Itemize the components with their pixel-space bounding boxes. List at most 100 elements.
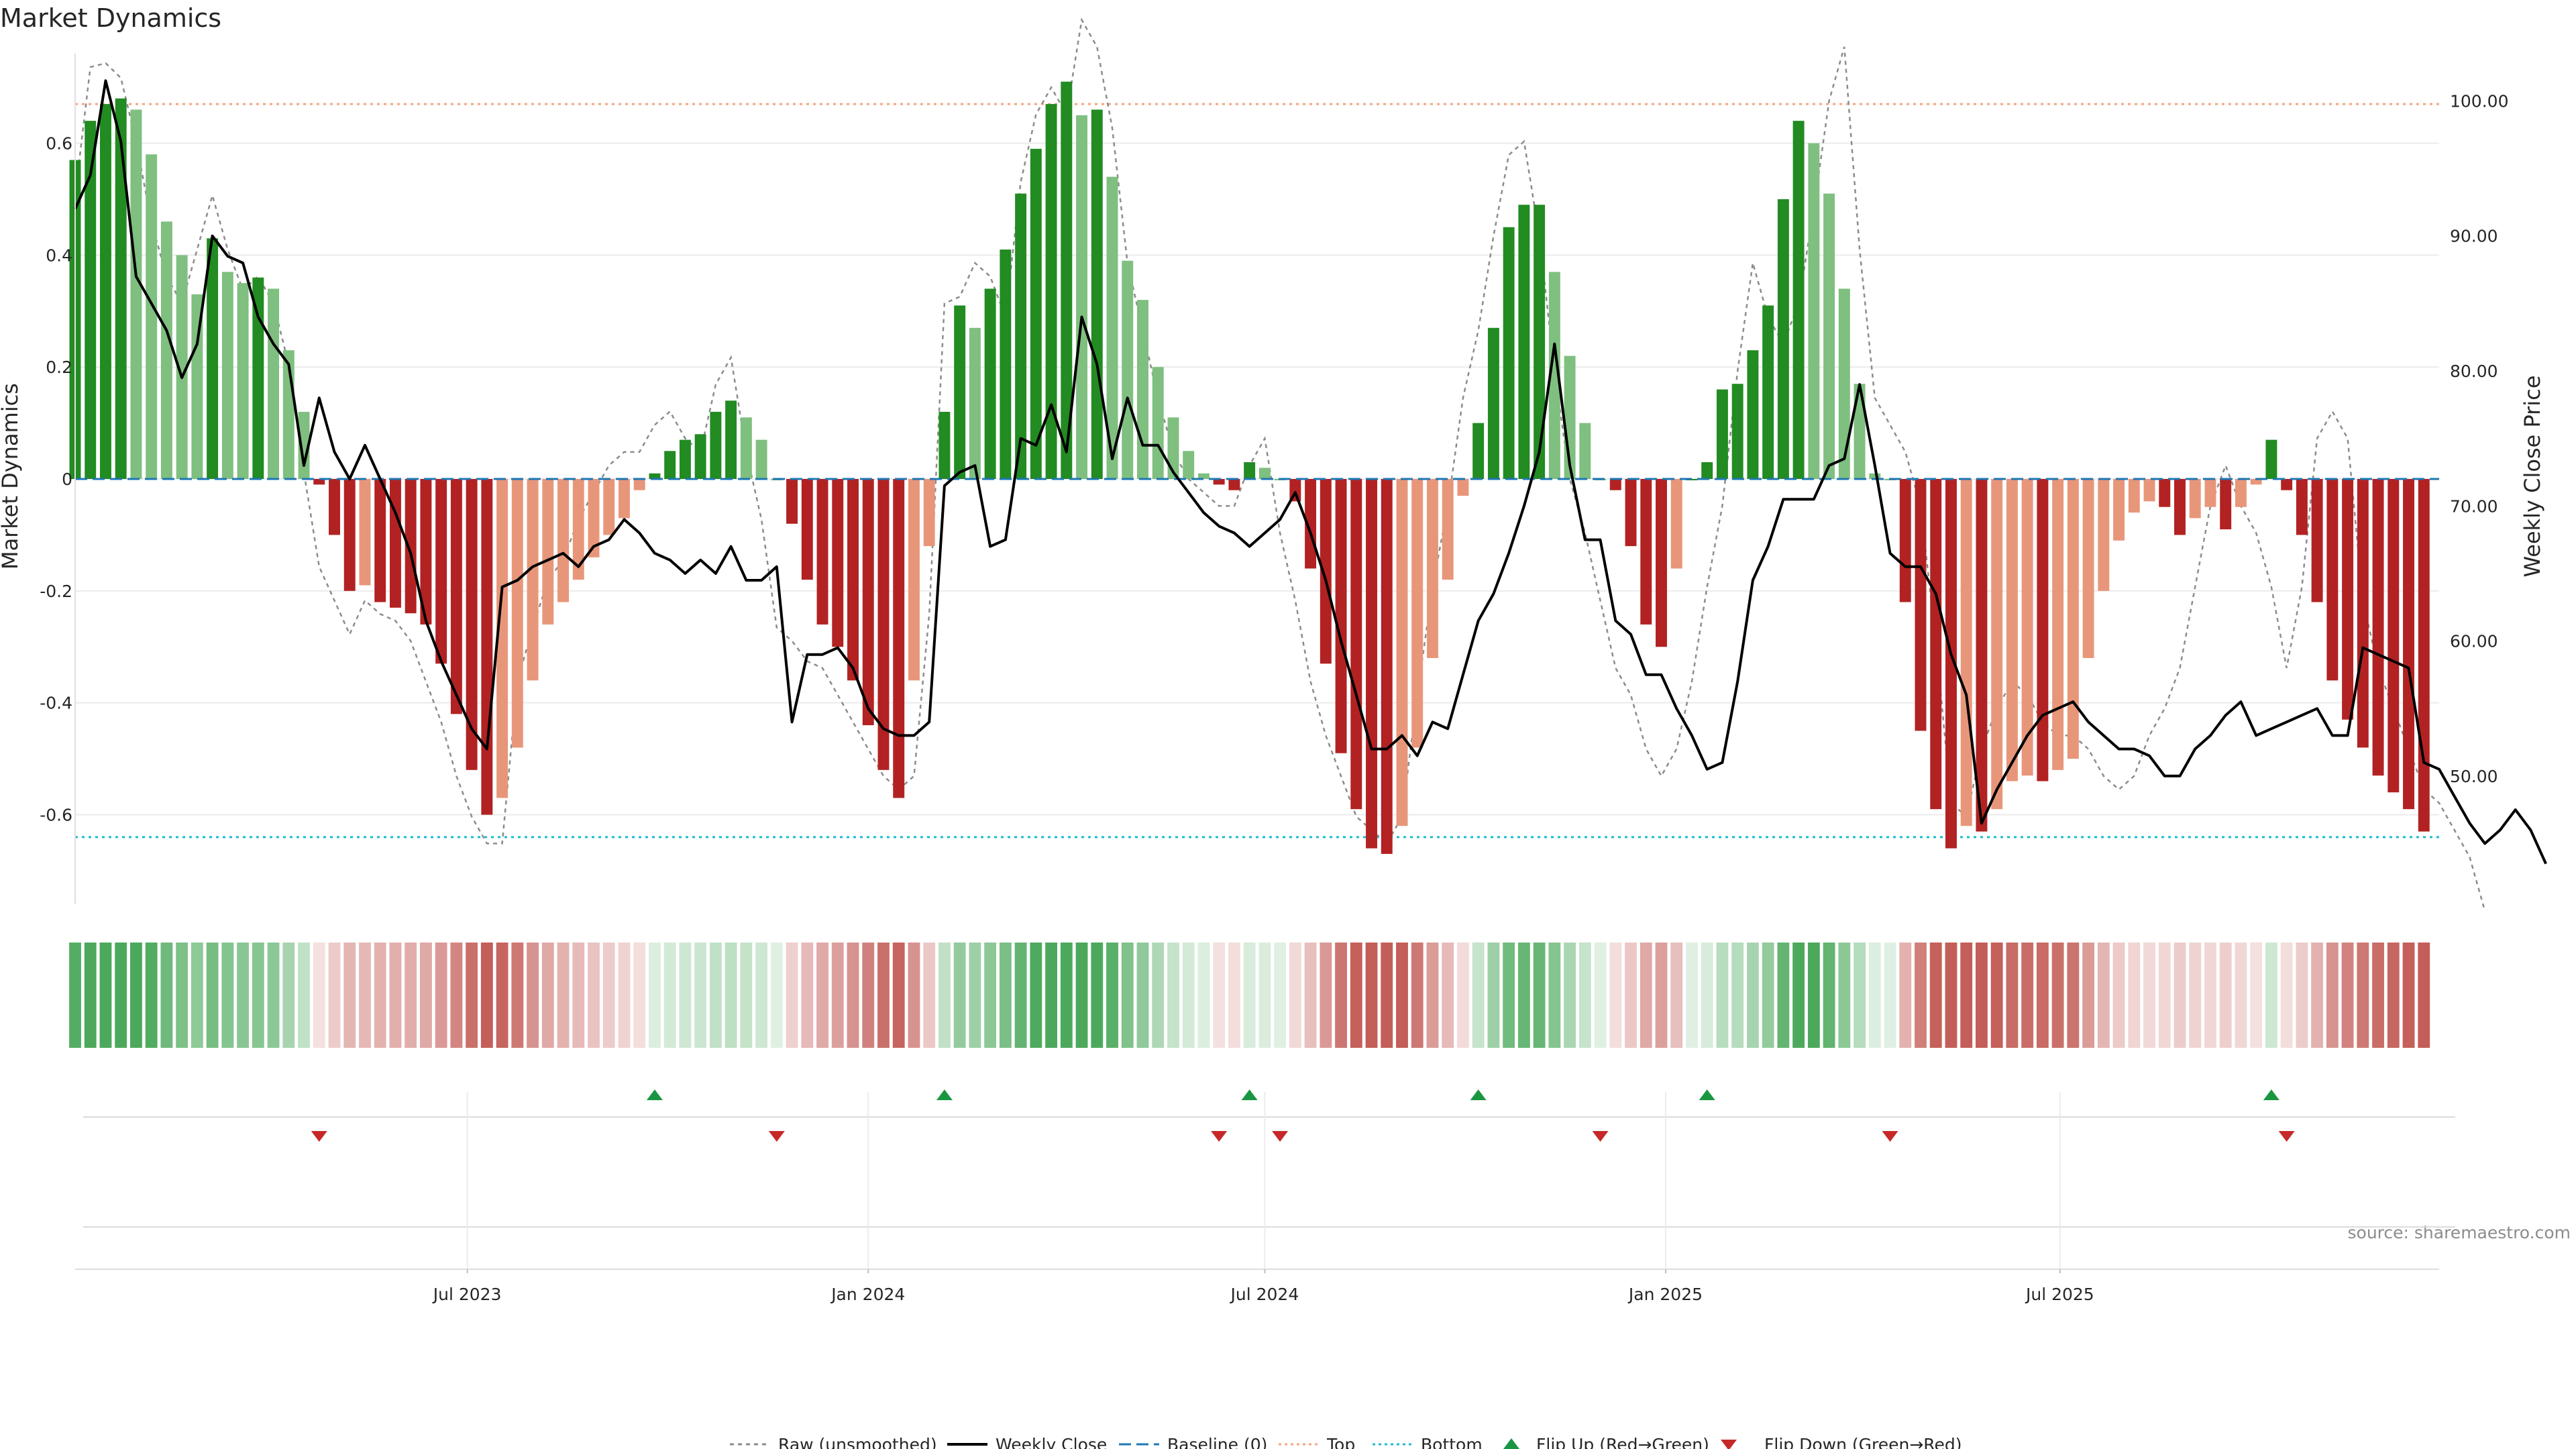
y-tick-label-left: 0 bbox=[62, 470, 72, 489]
heat-cell bbox=[770, 943, 783, 1048]
flip-down-marker bbox=[1211, 1131, 1228, 1142]
bar bbox=[2082, 479, 2094, 658]
bar bbox=[740, 417, 752, 479]
heat-cell bbox=[633, 943, 646, 1048]
y-tick-label-left: 0.4 bbox=[46, 246, 72, 265]
flip-down-marker bbox=[2278, 1131, 2295, 1142]
heat-cell bbox=[1487, 943, 1500, 1048]
bar bbox=[329, 479, 340, 535]
heat-cell bbox=[1091, 943, 1104, 1048]
heat-cell bbox=[1746, 943, 1759, 1048]
legend-baseline-label: Baseline (0) bbox=[1167, 1435, 1267, 1449]
heat-cell bbox=[557, 943, 570, 1048]
heat-cell bbox=[1564, 943, 1576, 1048]
bar bbox=[481, 479, 493, 815]
heat-cell bbox=[374, 943, 386, 1048]
bar bbox=[1320, 479, 1332, 664]
flip-up-marker bbox=[1699, 1089, 1715, 1100]
heat-cell bbox=[527, 943, 539, 1048]
bar bbox=[1106, 176, 1118, 479]
heat-cell bbox=[2021, 943, 2034, 1048]
bar bbox=[1762, 305, 1774, 479]
bar bbox=[2098, 479, 2110, 591]
legend-close-label: Weekly Close bbox=[996, 1435, 1107, 1449]
y-tick-label-left: 0.6 bbox=[46, 133, 72, 153]
y-axis-title-right: Weekly Close Price bbox=[2520, 375, 2545, 577]
heat-cell bbox=[1884, 943, 1896, 1048]
heat-cell bbox=[2372, 943, 2384, 1048]
heat-cell bbox=[1960, 943, 1973, 1048]
heat-cell bbox=[1030, 943, 1042, 1048]
heat-cell bbox=[2280, 943, 2293, 1048]
bars-layer bbox=[69, 81, 2439, 854]
bar bbox=[130, 109, 142, 480]
bar bbox=[2250, 479, 2262, 485]
heat-cell bbox=[343, 943, 356, 1048]
bar bbox=[2220, 479, 2232, 530]
heat-cell bbox=[1381, 943, 1393, 1048]
heat-cell bbox=[1807, 943, 1820, 1048]
bar bbox=[359, 479, 371, 586]
legend: Raw (unsmoothed) Weekly Close Baseline (… bbox=[730, 1435, 1962, 1449]
bar bbox=[1838, 288, 1850, 479]
bar bbox=[1823, 193, 1835, 479]
bar bbox=[511, 479, 523, 748]
bar bbox=[1747, 350, 1759, 479]
heat-cell bbox=[649, 943, 661, 1048]
heat-cell bbox=[2296, 943, 2308, 1048]
heat-cell bbox=[1915, 943, 1927, 1048]
bar bbox=[1670, 479, 1682, 569]
bar bbox=[1960, 479, 1972, 826]
bar bbox=[1122, 260, 1134, 479]
bar bbox=[1716, 389, 1728, 479]
bar bbox=[450, 479, 462, 714]
heat-cell bbox=[511, 943, 524, 1048]
heat-cell bbox=[1594, 943, 1607, 1048]
heat-cell bbox=[1517, 943, 1530, 1048]
bar bbox=[2204, 479, 2216, 507]
weekly-close-line bbox=[74, 79, 2547, 865]
bar bbox=[832, 479, 844, 647]
heat-cell bbox=[862, 943, 875, 1048]
legend-flip-up-label: Flip Up (Red→Green) bbox=[1536, 1435, 1709, 1449]
heat-cell bbox=[1503, 943, 1515, 1048]
bar bbox=[984, 288, 996, 479]
heat-cell bbox=[1899, 943, 1912, 1048]
bar bbox=[2067, 479, 2079, 759]
bar bbox=[893, 479, 905, 798]
heat-cell bbox=[679, 943, 692, 1048]
heat-cell bbox=[2143, 943, 2155, 1048]
heat-cell bbox=[1243, 943, 1256, 1048]
y-tick-label-right: 90.00 bbox=[2450, 227, 2498, 246]
bar bbox=[969, 327, 981, 479]
flip-down-marker bbox=[768, 1131, 785, 1142]
heat-cell bbox=[847, 943, 859, 1048]
bar bbox=[649, 473, 661, 479]
bar bbox=[527, 479, 539, 681]
heat-cell bbox=[1167, 943, 1179, 1048]
bar bbox=[908, 479, 920, 681]
heat-cell bbox=[1426, 943, 1439, 1048]
reference-lines bbox=[75, 103, 2439, 839]
heat-cell bbox=[2341, 943, 2354, 1048]
bar bbox=[1411, 479, 1424, 748]
heat-cell bbox=[2204, 943, 2216, 1048]
heat-cell bbox=[1442, 943, 1454, 1048]
heat-cell bbox=[389, 943, 402, 1048]
bar bbox=[1777, 199, 1789, 479]
bar bbox=[420, 479, 432, 625]
bar bbox=[710, 411, 722, 479]
heat-cell bbox=[1320, 943, 1332, 1048]
bar bbox=[496, 479, 508, 798]
bar bbox=[2387, 479, 2400, 793]
heat-cell bbox=[176, 943, 189, 1048]
heat-cell bbox=[298, 943, 310, 1048]
bar bbox=[954, 305, 966, 479]
heat-cell bbox=[831, 943, 844, 1048]
bar bbox=[1426, 479, 1438, 658]
y-tick-label-right: 100.00 bbox=[2450, 91, 2508, 111]
heat-cell bbox=[1213, 943, 1226, 1048]
bar bbox=[221, 272, 233, 479]
y-tick-label-right: 50.00 bbox=[2450, 767, 2498, 786]
